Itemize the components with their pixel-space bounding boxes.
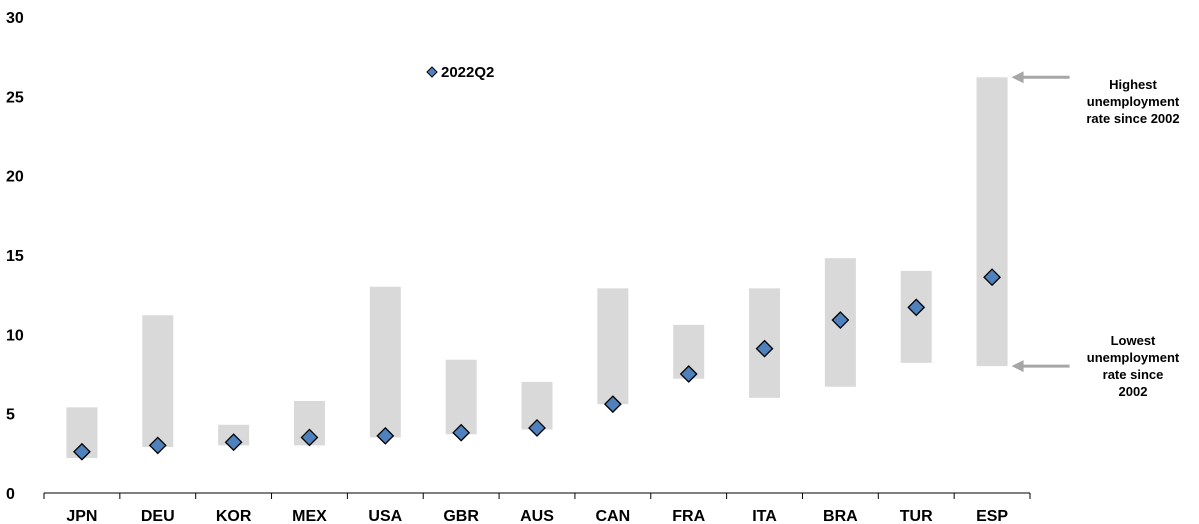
axes <box>43 492 1031 499</box>
marker-gbr <box>452 423 471 442</box>
marker-can <box>603 395 622 414</box>
lowest-arrow-head <box>1011 360 1024 373</box>
x-category-label-usa: USA <box>368 508 402 524</box>
annotation-lowest-line: rate since <box>1103 367 1164 382</box>
x-category-label-gbr: GBR <box>443 508 479 524</box>
range-bars <box>66 77 1008 459</box>
x-category-label-jpn: JPN <box>66 508 97 524</box>
marker-kor <box>224 433 243 452</box>
x-category-label-fra: FRA <box>672 508 705 524</box>
range-bar-deu <box>142 315 174 447</box>
y-tick-label-25: 25 <box>6 89 24 106</box>
annotation-lowest-line: Lowest <box>1111 333 1156 348</box>
marker-mex <box>300 428 319 447</box>
legend-label: 2022Q2 <box>441 64 494 81</box>
range-bar-can <box>597 288 629 405</box>
data-markers <box>73 268 1001 461</box>
x-category-label-mex: MEX <box>292 508 327 524</box>
y-tick-label-0: 0 <box>6 486 15 503</box>
y-tick-label-10: 10 <box>6 327 24 344</box>
marker-fra <box>679 365 698 383</box>
y-tick-label-30: 30 <box>6 10 24 27</box>
x-category-label-ita: ITA <box>752 508 777 524</box>
highest-arrow-head <box>1011 71 1024 84</box>
range-bar-tur <box>900 270 932 363</box>
x-category-label-can: CAN <box>596 508 631 524</box>
marker-jpn <box>73 442 91 461</box>
range-bar-gbr <box>445 359 477 435</box>
marker-bra <box>831 311 850 329</box>
marker-aus <box>528 419 546 437</box>
marker-tur <box>907 298 926 317</box>
x-category-label-kor: KOR <box>216 508 252 524</box>
range-bar-esp <box>976 77 1008 367</box>
annotation-highest-line: rate since 2002 <box>1086 111 1179 126</box>
annotation-lowest-line: 2002 <box>1119 384 1148 399</box>
marker-ita <box>755 339 774 358</box>
legend: 2022Q2 <box>426 64 494 81</box>
x-category-label-deu: DEU <box>141 508 175 524</box>
marker-esp <box>983 268 1001 287</box>
annotation-highest-line: Highest <box>1109 77 1157 92</box>
x-category-label-tur: TUR <box>900 508 933 524</box>
range-bar-usa <box>369 286 401 438</box>
annotation-highest-line: unemployment <box>1087 94 1180 109</box>
annotations: Highest unemployment rate since 2002 Lowest… <box>1011 71 1180 399</box>
marker-deu <box>148 436 167 455</box>
x-category-labels: JPN DEU KOR MEX USA GBR AUS CAN FRA ITA BRA TUR ESP <box>66 508 1008 524</box>
x-category-label-bra: BRA <box>823 508 858 524</box>
y-tick-label-5: 5 <box>6 407 15 424</box>
y-tick-labels: 0 5 10 15 20 25 30 <box>6 10 24 503</box>
y-tick-label-15: 15 <box>6 248 24 265</box>
x-category-label-esp: ESP <box>976 508 1008 524</box>
annotation-lowest-line: unemployment <box>1087 350 1180 365</box>
legend-marker-diamond <box>426 66 438 78</box>
marker-usa <box>376 426 395 445</box>
y-tick-label-20: 20 <box>6 169 24 186</box>
x-category-label-aus: AUS <box>520 508 554 524</box>
